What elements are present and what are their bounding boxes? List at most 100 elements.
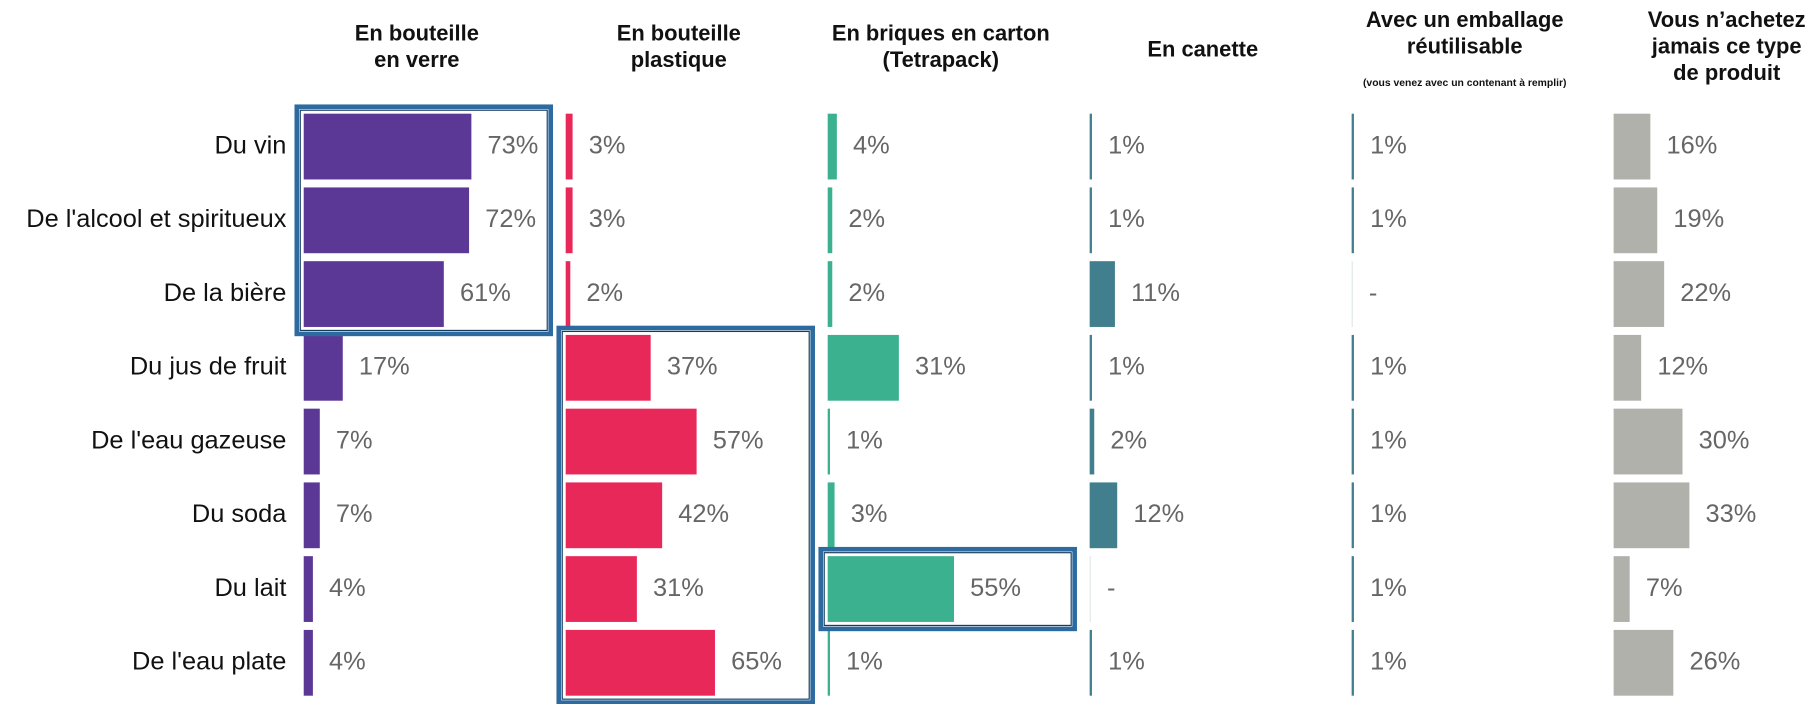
bar <box>1351 482 1354 549</box>
empty-bar <box>1351 261 1353 327</box>
value-label: 57% <box>713 426 764 454</box>
highlight-box <box>556 325 815 704</box>
category-label: Du lait <box>214 574 286 602</box>
category-label: De l'eau gazeuse <box>91 426 286 454</box>
bar <box>827 408 830 475</box>
bar <box>1351 334 1354 401</box>
category-label: Du soda <box>192 500 287 528</box>
bar <box>303 629 313 696</box>
bar <box>1351 408 1354 475</box>
category-label: De la bière <box>164 279 287 307</box>
category-label: De l'eau plate <box>132 648 286 676</box>
category-label: Du vin <box>214 131 286 159</box>
bar <box>1613 482 1690 549</box>
value-label: 37% <box>667 353 718 381</box>
bar <box>827 482 835 549</box>
value-label: 33% <box>1706 500 1757 528</box>
column-header: En canette <box>1147 37 1258 62</box>
bar <box>303 113 472 180</box>
bar <box>1089 408 1095 475</box>
value-label: 3% <box>589 205 626 233</box>
value-label: 1% <box>846 426 883 454</box>
column-header: Vous n’achetez jamais ce type de produit <box>1648 7 1806 85</box>
bar <box>827 261 833 327</box>
value-label: 16% <box>1667 131 1718 159</box>
value-label: 12% <box>1657 353 1708 381</box>
bar <box>565 261 571 327</box>
bar <box>565 482 663 549</box>
value-label: 1% <box>1370 426 1407 454</box>
bar <box>1351 629 1354 696</box>
bar <box>1089 261 1115 327</box>
bar <box>565 113 573 180</box>
bar <box>827 629 830 696</box>
bar <box>303 408 320 475</box>
value-label: 1% <box>1108 205 1145 233</box>
value-label: 3% <box>589 131 626 159</box>
value-label: 1% <box>1108 648 1145 676</box>
bar <box>303 187 470 254</box>
column-header: Avec un emballage réutilisable <box>1366 7 1564 59</box>
bar <box>1613 334 1642 401</box>
bar <box>1089 629 1092 696</box>
value-label: 1% <box>1370 131 1407 159</box>
bar <box>1613 556 1630 622</box>
bar <box>827 187 833 254</box>
bar <box>1613 187 1658 254</box>
bar <box>1613 113 1651 180</box>
value-label: 55% <box>970 574 1021 602</box>
column-header: En bouteille en verre <box>355 20 479 72</box>
bar <box>1089 113 1092 180</box>
value-label: 1% <box>1108 353 1145 381</box>
value-label: 3% <box>851 500 888 528</box>
category-label: De l'alcool et spiritueux <box>26 205 286 233</box>
value-label: - <box>1107 574 1115 602</box>
value-label: 42% <box>678 500 729 528</box>
highlight-box-inner <box>823 552 1072 626</box>
value-label: 1% <box>1108 131 1145 159</box>
value-label: 26% <box>1689 648 1740 676</box>
value-label: 72% <box>485 205 536 233</box>
bar <box>1089 187 1092 254</box>
value-label: 1% <box>1370 205 1407 233</box>
value-label: 1% <box>1370 500 1407 528</box>
value-label: 12% <box>1133 500 1184 528</box>
value-label: 1% <box>1370 574 1407 602</box>
bar <box>1613 629 1674 696</box>
bar <box>827 113 837 180</box>
empty-bar <box>1089 556 1091 622</box>
bar <box>1351 113 1354 180</box>
highlight-box <box>818 546 1077 632</box>
value-label: 7% <box>336 426 373 454</box>
column-header: En briques en carton (Tetrapack) <box>832 20 1050 72</box>
value-label: 30% <box>1699 426 1750 454</box>
bar <box>1089 334 1092 401</box>
value-label: 7% <box>336 500 373 528</box>
bar <box>1351 187 1354 254</box>
column-subtitle: (vous venez avec un contenant à remplir) <box>1363 78 1567 89</box>
value-label: 17% <box>359 353 410 381</box>
bar <box>1613 261 1665 327</box>
bar <box>1351 556 1354 622</box>
bar <box>827 556 954 622</box>
bar <box>565 629 715 696</box>
value-label: 65% <box>731 648 782 676</box>
value-label: 73% <box>488 131 539 159</box>
bar <box>303 556 313 622</box>
highlight-box <box>294 104 554 337</box>
bar <box>1089 482 1118 549</box>
bar <box>565 556 637 622</box>
value-label: 2% <box>1110 426 1147 454</box>
bar <box>565 187 573 254</box>
bar <box>565 408 697 475</box>
value-label: 4% <box>329 648 366 676</box>
value-label: 1% <box>1370 353 1407 381</box>
bar <box>565 334 651 401</box>
value-label: 61% <box>460 279 511 307</box>
highlight-box-inner <box>561 330 810 700</box>
value-label: 2% <box>848 205 885 233</box>
value-label: 4% <box>853 131 890 159</box>
bar <box>303 334 343 401</box>
value-label: 22% <box>1680 279 1731 307</box>
